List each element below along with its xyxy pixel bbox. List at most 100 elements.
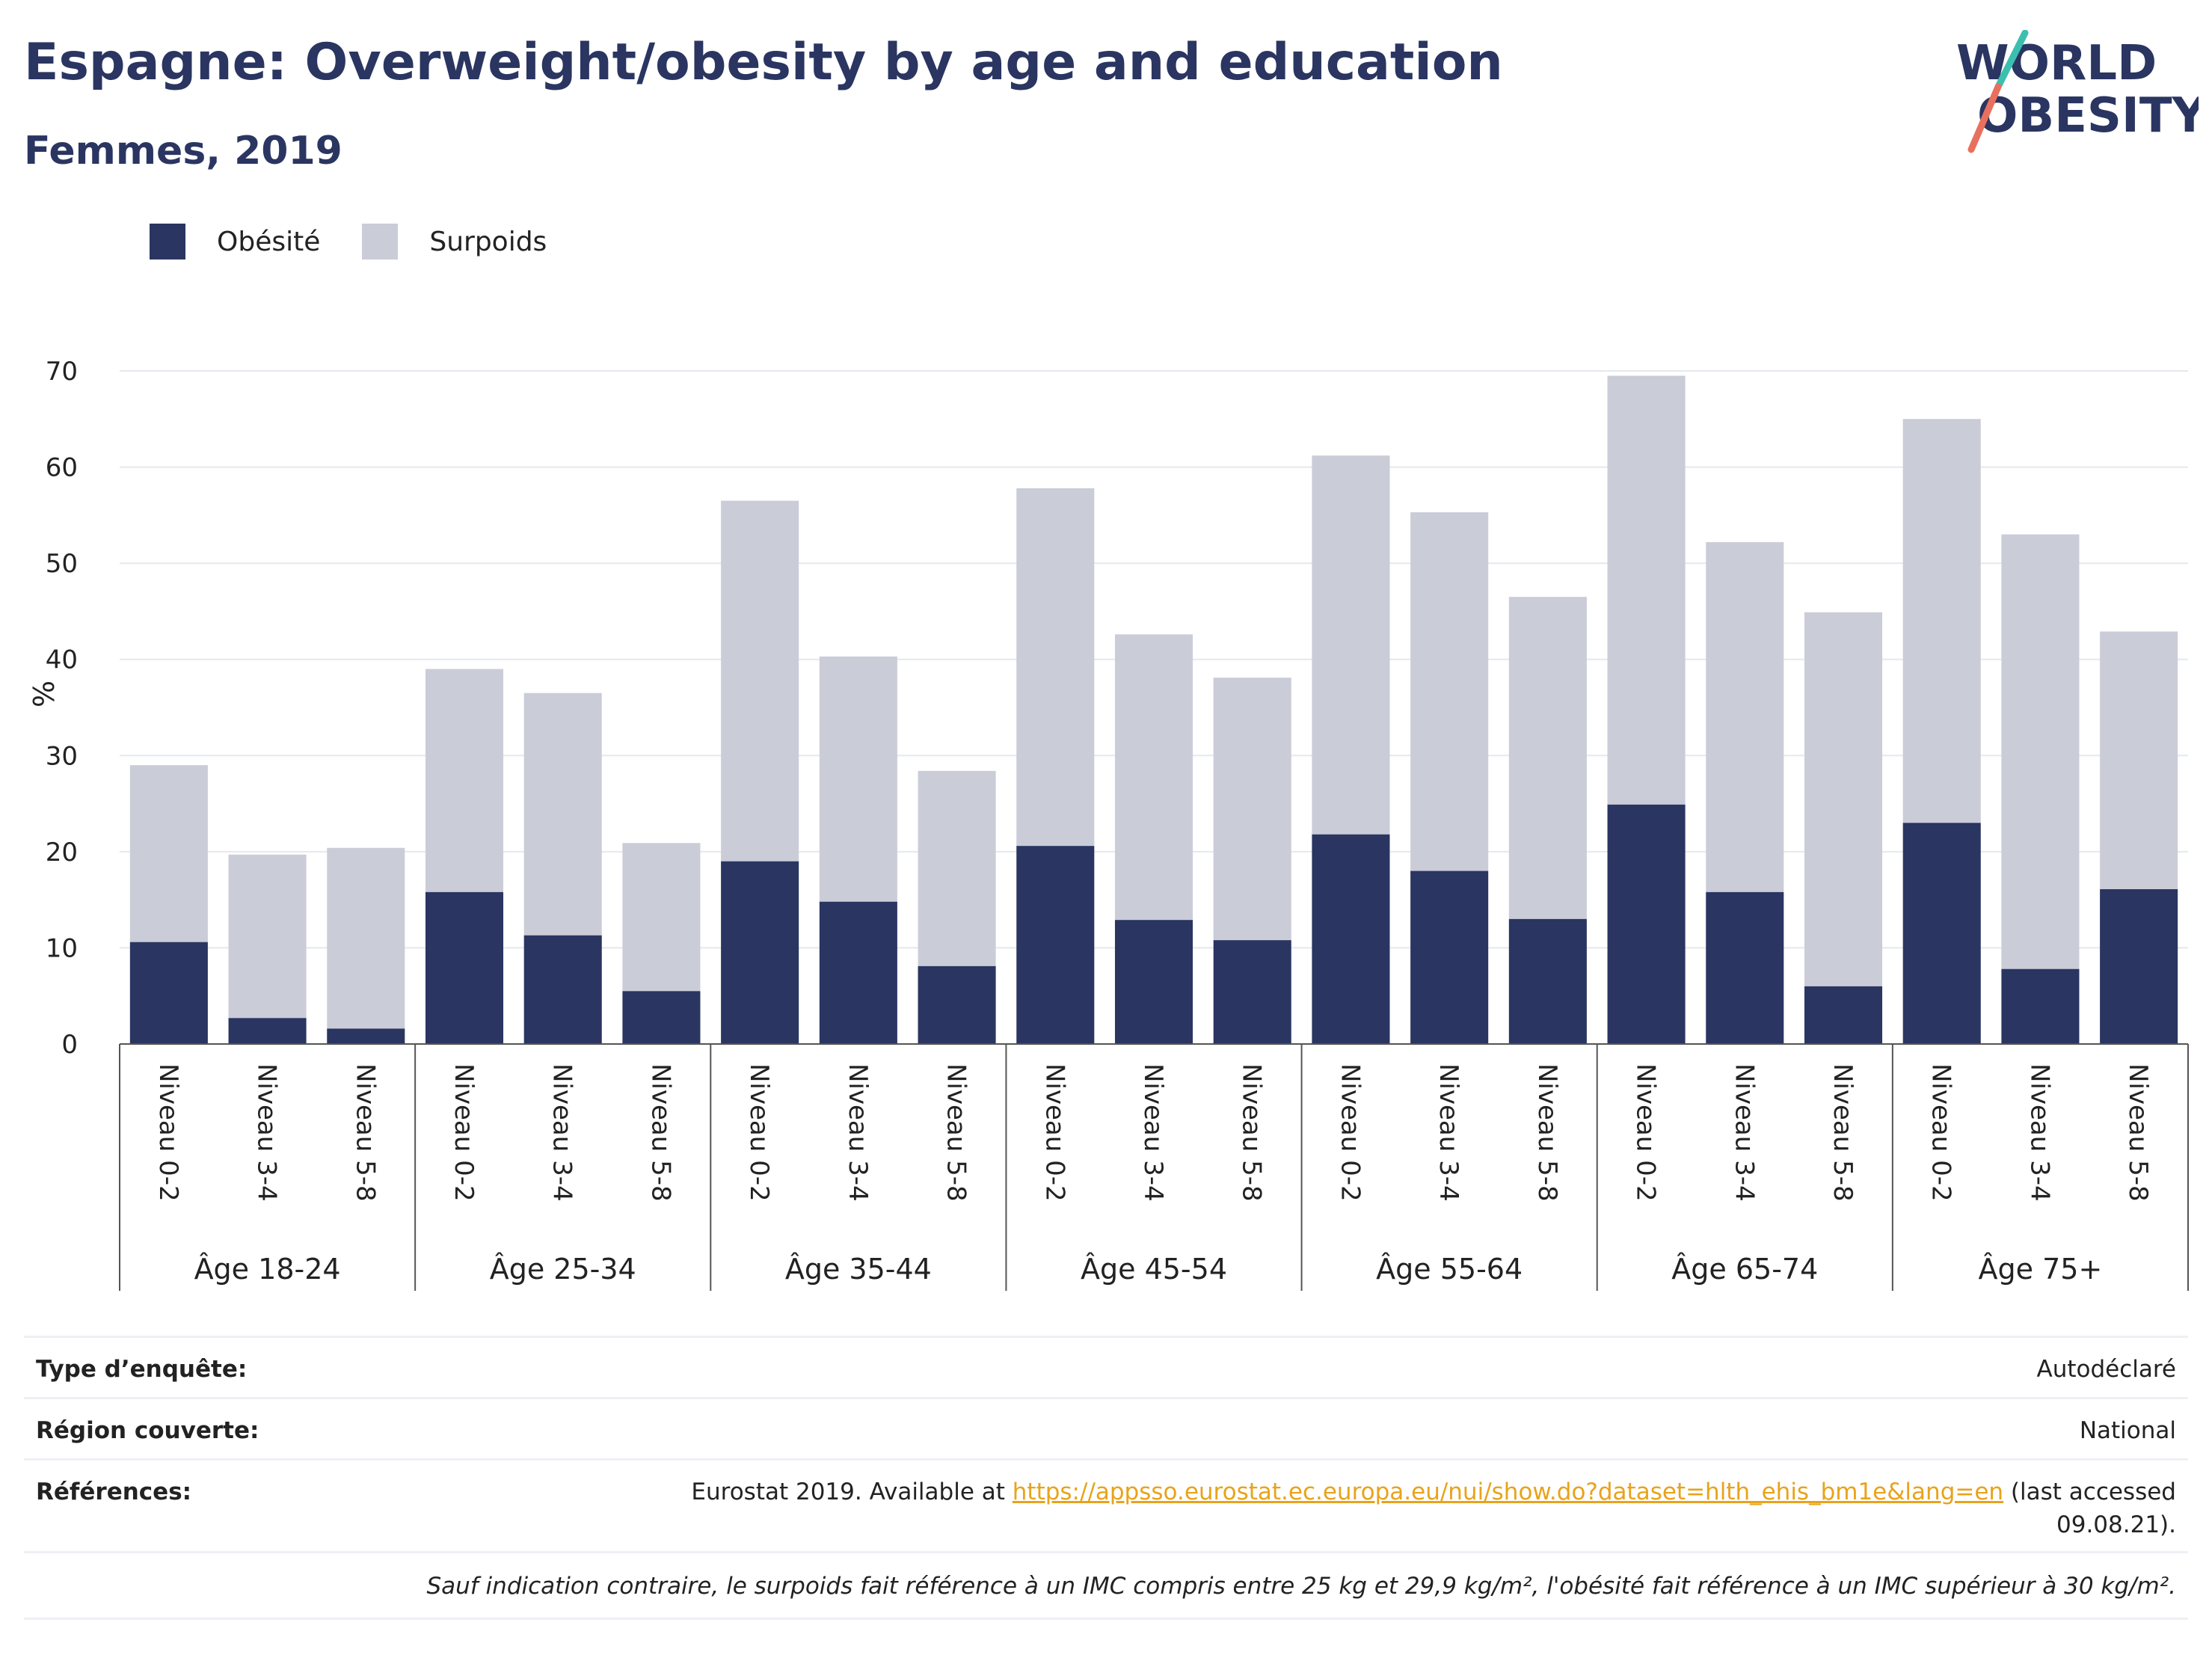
- bar-overweight: [228, 854, 307, 1019]
- bar-overweight: [622, 843, 701, 992]
- x-sub-tick-label: Niveau 0-2: [1926, 1063, 1956, 1202]
- y-tick-label: 50: [46, 549, 78, 579]
- bar-obesity: [1213, 940, 1291, 1044]
- bar-obesity: [1410, 871, 1489, 1044]
- bar-obesity: [1508, 918, 1587, 1044]
- bar-obesity: [129, 942, 208, 1044]
- y-tick-label: 10: [46, 933, 78, 963]
- x-sub-tick-label: Niveau 5-8: [350, 1063, 380, 1202]
- bar-obesity: [327, 1028, 405, 1044]
- info-row-note: Sauf indication contraire, le surpoids f…: [24, 1551, 2188, 1620]
- bar-overweight: [1114, 634, 1193, 921]
- y-tick-label: 40: [46, 645, 78, 675]
- x-group-label: Âge 18-24: [194, 1253, 341, 1286]
- bar-overweight: [2100, 631, 2178, 889]
- bar-obesity: [1607, 804, 1686, 1044]
- region-label: Région couverte:: [36, 1417, 259, 1444]
- x-sub-tick-label: Niveau 5-8: [941, 1063, 971, 1202]
- bar-overweight: [819, 656, 897, 902]
- bar-obesity: [2001, 968, 2080, 1044]
- bar-overweight: [425, 669, 504, 892]
- bar-overweight: [918, 770, 996, 966]
- x-group-label: Âge 45-54: [1081, 1253, 1227, 1286]
- info-row-references: Références: Eurostat 2019. Available at …: [24, 1458, 2188, 1553]
- references-suffix: (last accessed: [2003, 1479, 2176, 1505]
- legend-swatch-overweight: [362, 224, 399, 260]
- x-group-label: Âge 35-44: [785, 1253, 932, 1286]
- bar-obesity: [1312, 834, 1390, 1044]
- definition-note: Sauf indication contraire, le surpoids f…: [426, 1573, 2176, 1600]
- legend-item-overweight: Surpoids: [362, 224, 547, 260]
- x-sub-tick-label: Niveau 3-4: [1434, 1063, 1463, 1202]
- x-sub-tick-label: Niveau 5-8: [1237, 1063, 1267, 1202]
- bar-overweight: [1508, 597, 1587, 919]
- bar-obesity: [819, 901, 897, 1044]
- bar-obesity: [918, 965, 996, 1044]
- stacked-bar-chart: 0 10 20 30 40 50 60 70% Niveau 0-2 Niveau 3-4 Nive…: [28, 357, 2189, 1291]
- bar-overweight: [1312, 455, 1390, 835]
- bar-obesity: [1706, 891, 1784, 1044]
- bar-obesity: [1114, 920, 1193, 1044]
- bar-overweight: [1804, 612, 1883, 986]
- svg-text:WORLD: WORLD: [1956, 36, 2157, 91]
- x-group-label: Âge 25-34: [490, 1253, 636, 1286]
- bar-obesity: [2100, 889, 2178, 1044]
- bar-overweight: [523, 693, 602, 936]
- x-sub-tick-label: Niveau 3-4: [1729, 1063, 1759, 1202]
- y-tick-label: 60: [46, 453, 78, 483]
- bar-obesity: [228, 1018, 307, 1044]
- bar-overweight: [1706, 541, 1784, 892]
- bar-obesity: [425, 891, 504, 1044]
- x-group-label: Âge 75+: [1979, 1253, 2103, 1286]
- bar-overweight: [1902, 419, 1981, 823]
- x-sub-tick-label: Niveau 0-2: [1631, 1063, 1661, 1202]
- y-tick-label: 0: [61, 1030, 78, 1060]
- x-group-label: Âge 55-64: [1376, 1253, 1523, 1286]
- bar-obesity: [721, 861, 799, 1044]
- y-tick-label: 30: [46, 741, 78, 771]
- x-sub-tick-label: Niveau 3-4: [1138, 1063, 1168, 1202]
- legend-label-obesity: Obésité: [217, 226, 321, 257]
- x-sub-tick-label: Niveau 3-4: [547, 1063, 577, 1202]
- y-axis-label: %: [28, 681, 61, 707]
- survey-type-value: Autodéclaré: [2036, 1356, 2176, 1383]
- bar-overweight: [1607, 375, 1686, 805]
- chart-legend: Obésité Surpoids: [150, 221, 589, 262]
- y-tick-label: 70: [46, 357, 78, 387]
- y-tick-label: 20: [46, 838, 78, 868]
- references-link[interactable]: https://appsso.eurostat.ec.europa.eu/nui…: [1012, 1479, 2004, 1505]
- info-row-survey-type: Type d’enquête: Autodéclaré: [24, 1336, 2188, 1399]
- bar-overweight: [1016, 488, 1095, 847]
- x-sub-tick-label: Niveau 5-8: [2123, 1063, 2153, 1202]
- x-sub-tick-label: Niveau 0-2: [1335, 1063, 1365, 1202]
- references-value: Eurostat 2019. Available at https://apps…: [691, 1476, 2176, 1541]
- region-value: National: [2079, 1417, 2176, 1444]
- x-sub-tick-label: Niveau 0-2: [449, 1063, 479, 1202]
- x-sub-tick-label: Niveau 0-2: [153, 1063, 183, 1202]
- bar-overweight: [327, 847, 405, 1029]
- bar-obesity: [1804, 986, 1883, 1044]
- x-sub-tick-label: Niveau 3-4: [843, 1063, 873, 1202]
- bar-overweight: [2001, 534, 2080, 969]
- bar-obesity: [1902, 823, 1981, 1044]
- x-sub-tick-label: Niveau 5-8: [1828, 1063, 1858, 1202]
- x-group-label: Âge 65-74: [1671, 1253, 1818, 1286]
- chart-title: Espagne: Overweight/obesity by age and e…: [24, 33, 1503, 92]
- x-sub-tick-label: Niveau 3-4: [252, 1063, 282, 1202]
- bar-obesity: [1016, 846, 1095, 1044]
- references-label: Références:: [36, 1479, 192, 1505]
- x-sub-tick-label: Niveau 0-2: [1039, 1063, 1069, 1202]
- bar-overweight: [721, 500, 799, 862]
- bar-overweight: [1410, 512, 1489, 871]
- x-sub-tick-label: Niveau 0-2: [744, 1063, 774, 1202]
- x-sub-tick-label: Niveau 5-8: [645, 1063, 675, 1202]
- chart-subtitle: Femmes, 2019: [24, 129, 342, 174]
- x-sub-tick-label: Niveau 3-4: [2024, 1063, 2054, 1202]
- survey-type-label: Type d’enquête:: [36, 1356, 248, 1383]
- legend-label-overweight: Surpoids: [429, 226, 547, 257]
- references-prefix: Eurostat 2019. Available at: [691, 1479, 1013, 1505]
- survey-info-table: Type d’enquête: Autodéclaré Région couve…: [24, 1336, 2188, 1620]
- info-row-region: Région couverte: National: [24, 1397, 2188, 1461]
- legend-swatch-obesity: [150, 224, 185, 260]
- bar-overweight: [129, 765, 208, 942]
